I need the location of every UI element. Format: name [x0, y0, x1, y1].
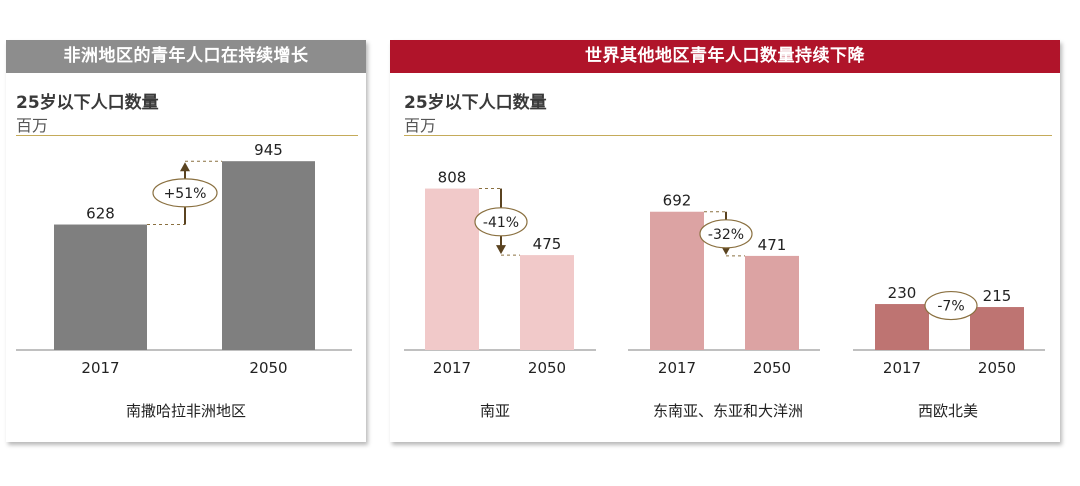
- bar-value-label: 471: [758, 236, 787, 254]
- x-tick-label: 2050: [249, 359, 287, 377]
- bar-2017: [54, 224, 147, 350]
- change-arrow-head: [496, 245, 506, 255]
- change-arrow-head: [180, 162, 190, 172]
- x-tick-label: 2050: [978, 359, 1016, 377]
- bar-2017: [425, 188, 479, 350]
- panel-rest-of-world: 世界其他地区青年人口数量持续下降 25岁以下人口数量 百万 808 2017 475…: [390, 40, 1060, 442]
- bar-2050: [745, 255, 799, 350]
- change-oval: [924, 290, 978, 321]
- bar-value-label: 215: [983, 287, 1012, 305]
- change-oval: [474, 207, 528, 237]
- divider-rule: [404, 135, 1052, 136]
- region-label-africa: 南撒哈拉非洲地区: [125, 402, 246, 420]
- bar-value-label: 692: [663, 192, 692, 210]
- chart-title-rest-of-world: 25岁以下人口数量: [404, 93, 547, 113]
- change-oval: [152, 178, 218, 208]
- chart-africa: 628 2017 945 2050 +51%: [16, 141, 352, 377]
- x-tick-label: 2050: [528, 359, 566, 377]
- banner-africa: 非洲地区的青年人口在持续增长: [6, 40, 366, 73]
- bar-2050: [222, 161, 315, 350]
- x-tick-label: 2017: [883, 359, 921, 377]
- bar-value-label: 628: [86, 205, 115, 223]
- bar-2017: [875, 304, 929, 350]
- x-tick-label: 2017: [433, 359, 471, 377]
- chart-unit-rest-of-world: 百万: [404, 116, 437, 135]
- bar-2050: [970, 307, 1024, 350]
- panel-africa: 非洲地区的青年人口在持续增长 25岁以下人口数量 百万 628 2017 945 20…: [6, 40, 366, 442]
- change-percent-label: -41%: [483, 215, 519, 231]
- change-percent-label: -7%: [937, 299, 964, 315]
- chart-title-africa: 25岁以下人口数量: [16, 93, 159, 113]
- x-tick-label: 2017: [658, 359, 696, 377]
- chart-unit-africa: 百万: [16, 116, 49, 135]
- chart-rest-of-world: 808 2017 475 2050 -41% 692 2017 471 2050 -32% 230 2…: [404, 169, 1045, 377]
- change-percent-label: -32%: [708, 227, 744, 243]
- x-tick-label: 2050: [753, 359, 791, 377]
- bar-value-label: 230: [888, 284, 917, 302]
- bar-2017: [650, 211, 704, 350]
- bar-value-label: 475: [533, 235, 562, 253]
- bar-value-label: 808: [438, 169, 467, 187]
- change-percent-label: +51%: [164, 186, 207, 202]
- region-label-south-asia: 南亚: [479, 402, 510, 420]
- change-oval: [699, 219, 753, 249]
- bar-value-label: 945: [254, 141, 283, 159]
- divider-rule: [16, 135, 358, 136]
- region-label-east-asia-oceania: 东南亚、东亚和大洋洲: [652, 402, 803, 420]
- x-tick-label: 2017: [81, 359, 119, 377]
- banner-rest-of-world: 世界其他地区青年人口数量持续下降: [390, 40, 1060, 73]
- region-label-western-europe-north-america: 西欧北美: [917, 402, 978, 420]
- bar-2050: [520, 255, 574, 350]
